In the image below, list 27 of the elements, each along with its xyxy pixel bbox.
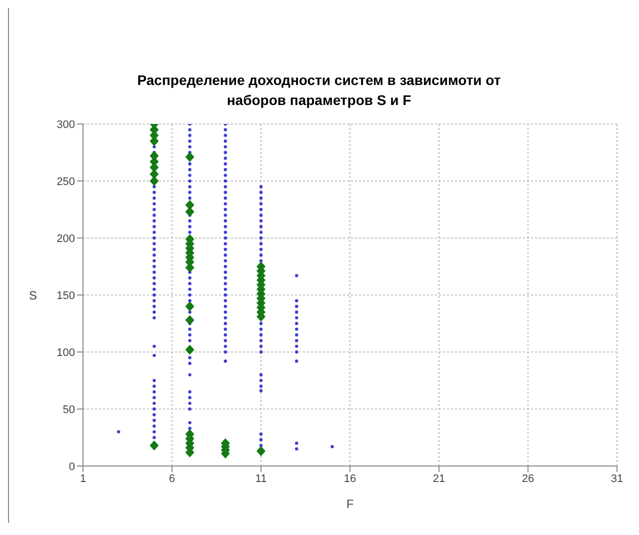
- point: [150, 169, 159, 180]
- chart-title: Распределение доходности систем в зависимоти от наборов параметров S и F: [136, 71, 502, 110]
- x-tick-label: 21: [432, 472, 446, 485]
- point: [185, 200, 194, 210]
- y-tick-label: 300: [56, 118, 75, 131]
- y-tick-label: 150: [56, 290, 75, 302]
- point: [185, 344, 194, 355]
- y-tick-label: 100: [56, 346, 75, 359]
- y-tick-label: 250: [56, 176, 75, 188]
- point: [185, 315, 194, 326]
- x-tick-label: 11: [255, 472, 267, 485]
- point: [185, 152, 194, 162]
- x-tick-label: 16: [344, 472, 356, 485]
- x-tick-label: 26: [522, 472, 534, 485]
- point: [150, 440, 159, 450]
- point: [256, 446, 266, 456]
- x-axis-title: F: [346, 497, 354, 511]
- y-axis-title: S: [29, 288, 38, 302]
- x-tick-label: 1: [80, 472, 86, 485]
- point: [185, 301, 194, 312]
- x-tick-label: 31: [610, 472, 624, 485]
- y-tick-label: 200: [56, 232, 75, 245]
- y-tick-label: 50: [62, 404, 75, 416]
- point: [150, 176, 159, 186]
- y-tick-label: 0: [68, 460, 75, 473]
- x-tick-label: 6: [168, 472, 176, 485]
- point: [185, 206, 194, 217]
